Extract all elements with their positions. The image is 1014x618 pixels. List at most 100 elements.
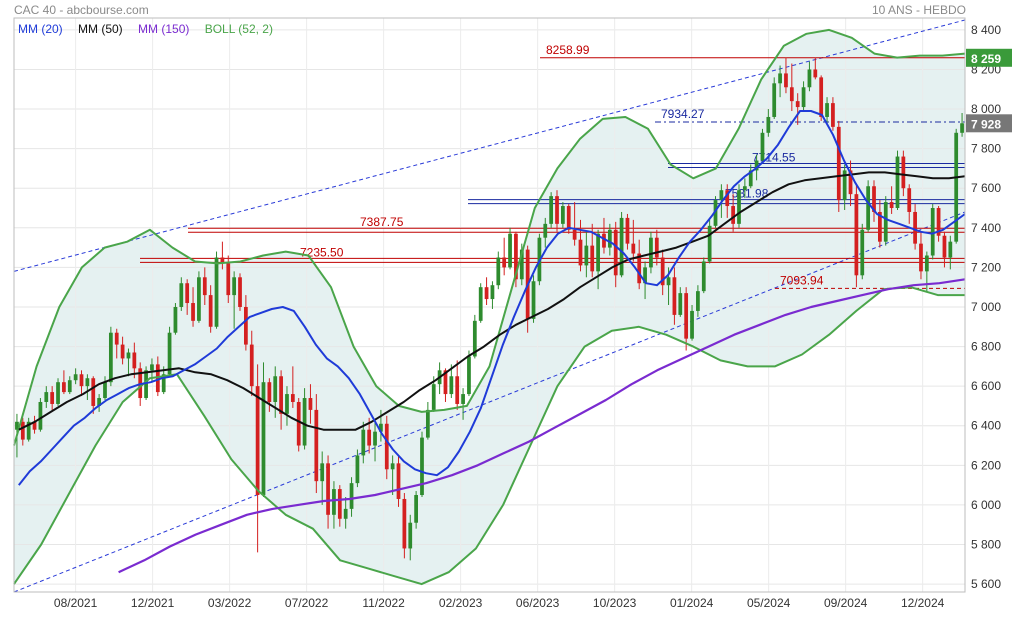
y-tick-label: 8 000: [971, 102, 1001, 116]
candle-body: [173, 306, 178, 333]
y-tick-label: 8 400: [971, 23, 1001, 37]
candle-body: [772, 83, 777, 117]
current-price-tag: 7 928: [971, 117, 1001, 131]
y-tick-label: 6 400: [971, 419, 1001, 433]
candle-body: [854, 194, 859, 276]
candle-body: [355, 455, 360, 484]
boll-upper-tag-bg: [966, 48, 1012, 67]
candle-body: [924, 255, 929, 272]
candle-body: [326, 463, 330, 515]
legend-boll: BOLL (52, 2): [204, 22, 273, 36]
candle-body: [478, 287, 483, 321]
candle-body: [789, 87, 794, 102]
candle-body: [431, 384, 436, 410]
candle-body: [801, 87, 806, 108]
candle-body: [531, 281, 536, 319]
legend-ma150: MM (150): [138, 22, 190, 36]
candle-body: [114, 332, 119, 345]
candle-body: [672, 277, 677, 315]
candle-body: [408, 522, 413, 549]
candle-body: [625, 217, 630, 244]
candle-body: [302, 398, 307, 446]
bollinger-band-fill: [14, 29, 965, 585]
candle-body: [367, 429, 372, 446]
chart-source-title: CAC 40 - abcbourse.com: [14, 3, 149, 17]
candle-body: [795, 101, 800, 108]
candle-body: [766, 116, 771, 133]
x-tick-label: 06/2023: [516, 596, 560, 610]
candle-body: [232, 277, 237, 296]
candle-body: [836, 126, 841, 201]
candle-body: [167, 332, 172, 375]
candle-body: [707, 225, 712, 262]
candle-body: [696, 291, 700, 311]
candle-body: [654, 237, 659, 258]
candle-body: [637, 253, 642, 284]
candle-body: [296, 401, 301, 446]
candle-body: [62, 382, 66, 393]
candle-body: [649, 237, 653, 268]
x-tick-label: 12/2021: [131, 596, 175, 610]
candle-body: [895, 156, 900, 209]
candle-body: [725, 190, 730, 207]
candle-body: [108, 332, 113, 383]
candle-body: [490, 285, 495, 300]
candle-body: [860, 229, 865, 276]
candle-body: [214, 257, 219, 327]
candle-body: [273, 376, 278, 402]
candle-body: [607, 229, 612, 248]
legend-ma20: MM (20): [18, 22, 63, 36]
level-label: 7093.94: [780, 273, 824, 287]
candle-body: [819, 77, 824, 117]
candle-body: [578, 239, 583, 266]
candle-body: [831, 103, 835, 127]
candle-body: [502, 257, 507, 268]
candle-body: [349, 483, 354, 509]
candle-body: [508, 233, 512, 268]
candle-body: [332, 489, 336, 515]
candle-body: [343, 508, 348, 519]
candle-body: [50, 392, 55, 404]
candle-body: [719, 190, 724, 201]
candle-body: [449, 376, 454, 395]
candle-body: [67, 380, 72, 393]
trendline-lower: [13, 211, 966, 593]
y-tick-label: 6 000: [971, 498, 1001, 512]
candle-body: [285, 394, 289, 414]
level-label: 7387.75: [360, 215, 404, 229]
candle-body: [748, 170, 753, 187]
candle-body: [79, 374, 84, 387]
candle-body: [20, 421, 25, 440]
candle-body: [91, 378, 96, 406]
candle-body: [379, 423, 383, 432]
candle-body: [261, 382, 266, 496]
candle-body: [414, 495, 418, 523]
candle-body: [942, 235, 947, 258]
x-tick-label: 08/2021: [54, 596, 98, 610]
candle-body: [913, 211, 917, 244]
chart-period-label: 10 ANS - HEBDO: [871, 3, 966, 17]
candle-body: [907, 188, 912, 212]
candle-body: [919, 243, 923, 272]
candle-body: [496, 257, 501, 286]
candle-body: [390, 463, 395, 470]
candle-body: [684, 293, 689, 339]
ma50-line: [18, 171, 966, 431]
y-tick-label: 7 600: [971, 181, 1001, 195]
candle-body: [555, 196, 559, 224]
candle-body: [85, 378, 90, 387]
candle-body: [238, 277, 242, 307]
candle-body: [185, 283, 190, 304]
x-tick-label: 12/2024: [901, 596, 945, 610]
legend-ma50: MM (50): [78, 22, 123, 36]
candle-body: [572, 229, 577, 240]
candle-body: [713, 200, 718, 226]
x-tick-label: 03/2022: [208, 596, 252, 610]
candle-body: [643, 267, 647, 284]
candle-body: [872, 186, 876, 212]
candle-body: [731, 206, 735, 224]
candle-body: [208, 295, 213, 327]
candle-body: [120, 344, 125, 359]
x-tick-label: 07/2022: [285, 596, 329, 610]
